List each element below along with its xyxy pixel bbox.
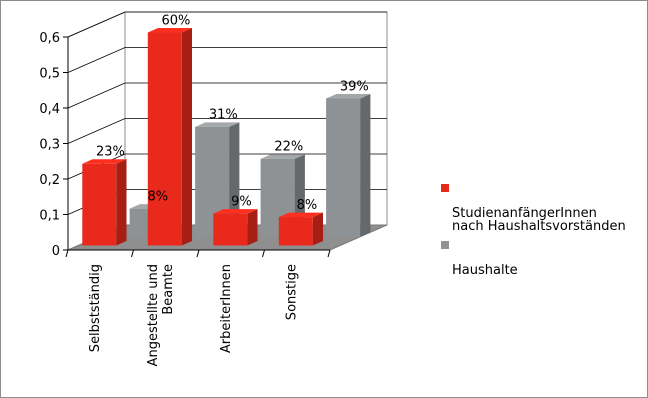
y-tick-label: 0,5 — [39, 67, 60, 82]
bar-series-2-front — [195, 126, 230, 237]
bar-series-1 — [213, 209, 258, 246]
x-category-label: Selbstständig — [88, 264, 103, 352]
y-tick-label: 0,6 — [39, 31, 60, 46]
legend-swatch-series-1 — [441, 184, 449, 192]
data-label-series-1: 23% — [96, 145, 125, 160]
y-tick-label: 0,2 — [39, 173, 60, 188]
bar-series-1-front — [213, 213, 248, 246]
y-tick-label: 0,4 — [39, 102, 60, 117]
bar-series-1-front — [82, 163, 117, 246]
data-label-series-1: 60% — [161, 13, 190, 28]
bar-series-1-top — [147, 28, 192, 33]
x-category-label: Angestellte undBeamte — [146, 264, 176, 366]
bar-series-2-top — [260, 154, 305, 159]
y-tick-label: 0,1 — [39, 209, 60, 224]
bar-series-1 — [278, 212, 323, 246]
bar-series-1-front — [147, 32, 182, 246]
x-tick — [196, 249, 200, 258]
bar-series-1-side — [181, 28, 192, 246]
data-label-series-2: 39% — [340, 79, 369, 94]
bar-series-2-top — [326, 94, 371, 99]
legend-item-series-1: StudienanfängerInnen nach Haushaltsvorst… — [441, 181, 646, 233]
x-tick — [65, 249, 69, 258]
bar-series-1-side — [312, 212, 323, 246]
data-label-series-2: 22% — [274, 140, 303, 155]
x-tick — [262, 249, 265, 258]
legend-label-series-1: StudienanfängerInnen nach Haushaltsvorst… — [452, 206, 626, 234]
bar-series-1-top — [82, 159, 127, 164]
bar-series-2-side — [229, 122, 240, 237]
legend-item-series-2: Haushalte — [441, 238, 646, 277]
bar-series-1 — [147, 28, 192, 246]
data-label-series-1: 9% — [231, 194, 252, 209]
y-tick-label: 0,3 — [39, 138, 60, 153]
bar-series-2 — [326, 94, 371, 237]
bar-series-1 — [82, 159, 127, 246]
x-tick — [327, 249, 331, 258]
bars — [82, 28, 371, 246]
x-tick — [131, 249, 134, 258]
x-category-label: ArbeiterInnen — [219, 264, 234, 353]
legend-label-series-2: Haushalte — [452, 263, 518, 278]
y-tick-label: 0 — [52, 244, 60, 259]
gridline — [67, 47, 387, 73]
data-label-series-1: 8% — [297, 198, 318, 213]
bar-series-1-side — [247, 209, 258, 246]
gridline — [67, 82, 387, 109]
bar-series-1-front — [278, 217, 313, 246]
axes: 0 0,1 0,2 0,3 0,4 0,5 0,6 Selbstständig Angestel… — [39, 31, 331, 366]
bar-series-2-side — [360, 94, 371, 237]
data-label-series-2: 31% — [209, 108, 238, 123]
bar-series-2-front — [326, 98, 361, 237]
bar-series-2 — [195, 122, 240, 237]
x-category-label: Sonstige — [284, 264, 299, 320]
data-labels: 8% 31% 22% 39% 23% 60% 9% 8% — [96, 13, 369, 213]
legend-swatch-series-2 — [441, 241, 449, 249]
bar-series-2-top — [195, 122, 240, 127]
bar-series-1-top — [278, 212, 323, 218]
gridline — [67, 11, 387, 38]
bar-series-1-side — [116, 159, 127, 246]
gridline — [67, 118, 387, 144]
bar-series-1-top — [213, 209, 258, 214]
legend: StudienanfängerInnen nach Haushaltsvorst… — [441, 181, 646, 282]
data-label-series-2: 8% — [147, 189, 168, 204]
